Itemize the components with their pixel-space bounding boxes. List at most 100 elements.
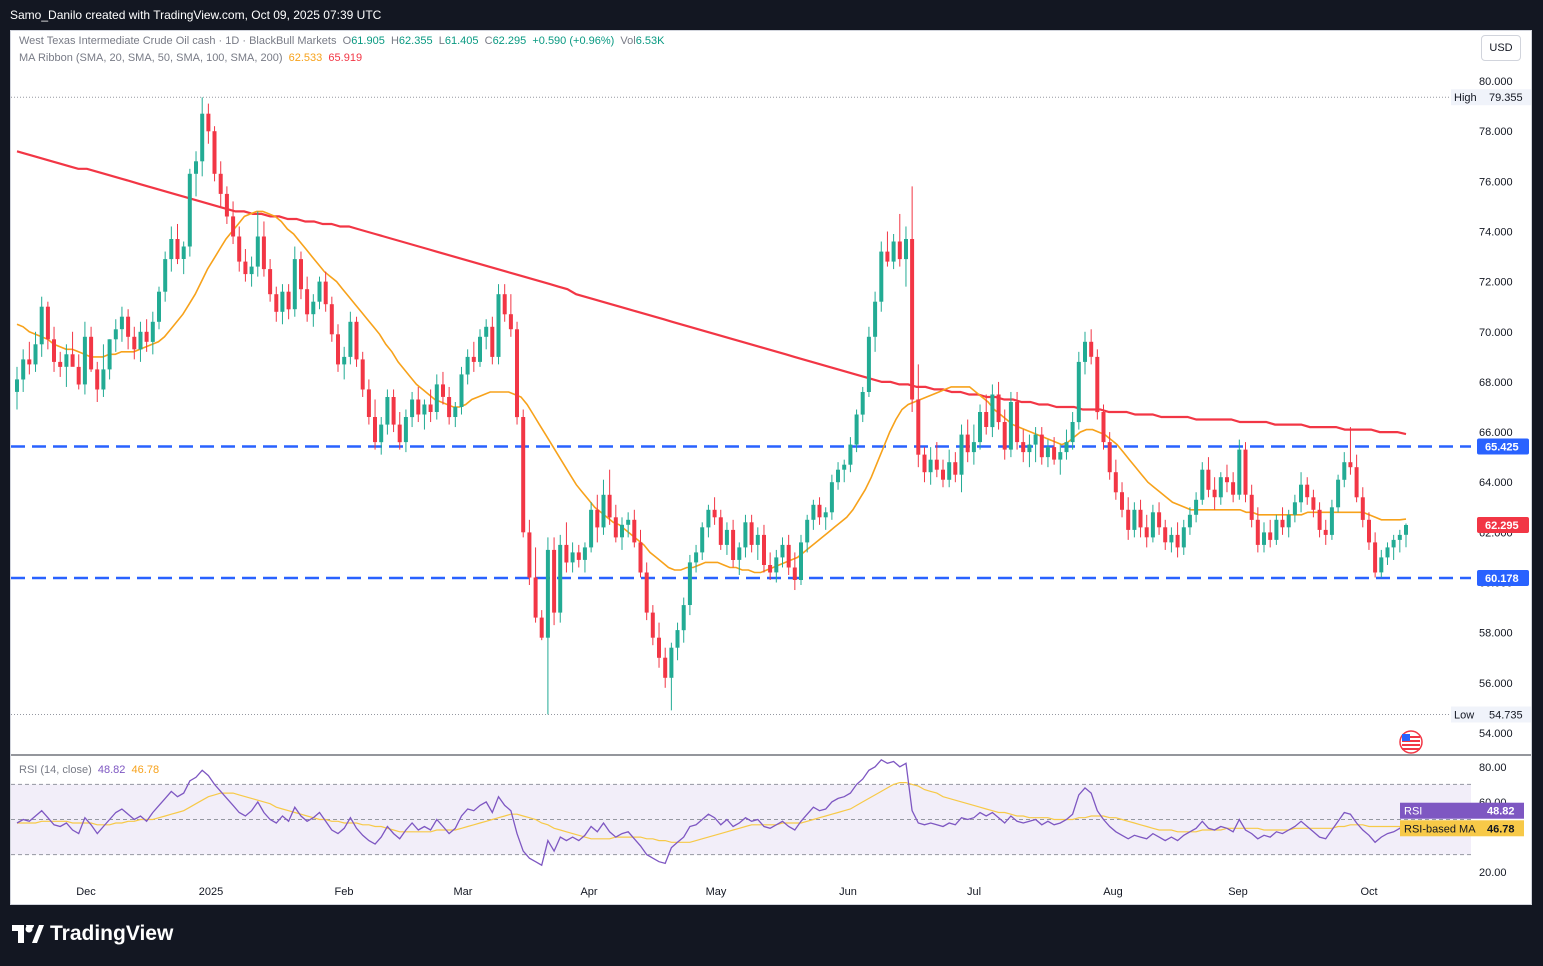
candle-body <box>27 359 32 365</box>
candle <box>1008 391 1013 458</box>
candle <box>1218 472 1223 505</box>
candle-body <box>1397 534 1402 540</box>
candle-body <box>52 339 56 362</box>
rsi-ma-line <box>17 782 1407 843</box>
candle-body <box>589 509 594 548</box>
currency-button[interactable]: USD <box>1481 35 1521 61</box>
time-tick-label: Apr <box>580 886 597 898</box>
candle-body <box>984 412 989 427</box>
candle <box>595 494 600 543</box>
time-tick-label: Oct <box>1360 886 1377 898</box>
candle <box>1367 512 1371 550</box>
rsi-tick-label: 20.00 <box>1479 867 1507 879</box>
candle <box>428 389 433 423</box>
time-tick-label: 2025 <box>199 886 223 898</box>
candle-body <box>533 577 538 618</box>
candle-body <box>508 314 513 330</box>
candle-body <box>366 389 371 417</box>
price-tick-label: 58.000 <box>1479 628 1513 640</box>
candle <box>471 341 476 372</box>
price-tick-label: 64.000 <box>1479 477 1513 489</box>
candle-body <box>1187 514 1192 528</box>
candle-body <box>95 369 100 390</box>
level-label-1-bg <box>1477 570 1529 587</box>
candle <box>613 504 618 543</box>
candle-body <box>1169 534 1174 543</box>
candle-body <box>873 301 878 337</box>
candle-body <box>959 434 964 475</box>
candle-body <box>663 657 668 678</box>
candle <box>1169 527 1174 553</box>
candle-body <box>928 459 933 473</box>
candle <box>1323 519 1328 545</box>
candle <box>508 294 513 337</box>
candle <box>218 161 223 207</box>
rsi-ma-tag-bg <box>1400 820 1524 837</box>
candle-body <box>169 239 174 260</box>
tradingview-logo[interactable]: TradingView <box>12 922 173 946</box>
candle-body <box>1373 542 1378 573</box>
candle <box>1132 502 1137 538</box>
candle <box>45 301 50 350</box>
ma-ribbon-label: MA Ribbon (SMA, 20, SMA, 50, SMA, 100, S… <box>19 52 283 64</box>
candle-body <box>1157 512 1162 528</box>
candle <box>459 366 464 415</box>
candle <box>1317 502 1322 538</box>
candle-body <box>342 356 347 365</box>
candle-body <box>286 291 291 310</box>
candle <box>502 284 507 322</box>
candle-body <box>737 547 742 560</box>
candle <box>403 409 408 453</box>
candle-body <box>126 316 131 337</box>
candle-body <box>311 301 316 315</box>
chart-svg[interactable]: 80.000 78.000 76.000 74.000 72.000 70.000 68.0… <box>11 31 1531 904</box>
candle <box>669 642 674 711</box>
candle-body <box>996 394 1001 423</box>
candle-body <box>1101 412 1106 443</box>
candle-body <box>299 259 303 290</box>
flag-canton <box>1402 734 1410 741</box>
candle <box>1021 429 1026 463</box>
candle <box>638 529 643 578</box>
candle-body <box>1138 509 1143 528</box>
candle <box>1237 439 1242 500</box>
candle-body <box>706 509 711 528</box>
candle-body <box>1064 442 1069 453</box>
candle-body <box>620 524 624 538</box>
price-pane <box>11 96 1531 756</box>
candle-body <box>755 534 760 545</box>
candle-body <box>1181 527 1186 548</box>
level-label-0-text: 65.425 <box>1485 441 1519 453</box>
candle <box>1336 474 1341 513</box>
candle <box>1181 519 1186 555</box>
candle <box>157 286 161 330</box>
candle <box>95 361 100 402</box>
candle <box>947 449 952 488</box>
candle <box>1329 499 1334 540</box>
candle <box>1144 514 1149 548</box>
candle <box>1083 331 1087 375</box>
candle-body <box>39 306 44 345</box>
candle <box>712 497 717 525</box>
candle <box>1052 437 1057 465</box>
ma200-value: 65.919 <box>328 52 363 64</box>
candle <box>144 319 149 352</box>
candle-body <box>274 294 279 312</box>
candle <box>589 502 594 553</box>
candle-body <box>157 291 161 322</box>
candle-body <box>601 494 606 528</box>
ma-legend: MA Ribbon (SMA, 20, SMA, 50, SMA, 100, S… <box>19 52 362 64</box>
candle <box>1342 452 1347 488</box>
candle <box>724 522 729 555</box>
candle-body <box>206 113 211 132</box>
candle <box>922 447 927 483</box>
candle <box>700 522 705 560</box>
candle-body <box>502 294 507 315</box>
candle-body <box>465 356 470 375</box>
chart-frame[interactable]: 80.000 78.000 76.000 74.000 72.000 70.000 68.0… <box>10 30 1532 905</box>
candle <box>206 103 211 144</box>
candle <box>1175 522 1180 558</box>
candle <box>694 544 699 573</box>
candle-body <box>317 281 322 302</box>
high-tag: High 79.355 <box>1451 89 1531 106</box>
